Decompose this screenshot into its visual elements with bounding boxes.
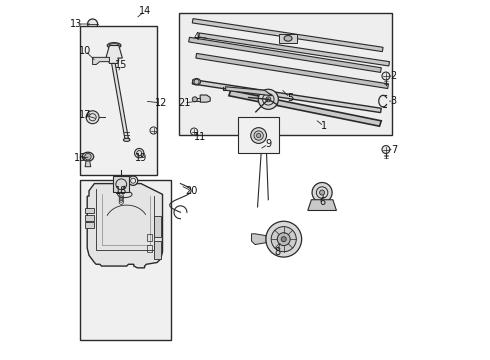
Polygon shape: [196, 53, 389, 89]
Text: 9: 9: [265, 139, 271, 149]
Polygon shape: [192, 19, 383, 51]
Text: 2: 2: [391, 71, 397, 81]
Polygon shape: [106, 45, 122, 63]
Ellipse shape: [82, 152, 94, 161]
Text: 8: 8: [274, 247, 280, 257]
Text: 18: 18: [115, 186, 127, 196]
Text: 21: 21: [178, 98, 190, 108]
Circle shape: [254, 131, 263, 140]
Text: 12: 12: [154, 98, 167, 108]
Bar: [153, 241, 161, 259]
Circle shape: [251, 128, 267, 143]
Polygon shape: [189, 37, 381, 72]
Polygon shape: [200, 95, 210, 102]
Circle shape: [252, 126, 270, 144]
Circle shape: [192, 97, 197, 102]
Circle shape: [135, 148, 144, 158]
Circle shape: [259, 133, 263, 137]
Circle shape: [312, 183, 332, 203]
Text: 3: 3: [391, 96, 397, 106]
Polygon shape: [85, 161, 91, 167]
Circle shape: [281, 237, 286, 242]
Bar: [279, 34, 297, 42]
Text: 20: 20: [185, 186, 197, 196]
Text: 13: 13: [70, 19, 82, 29]
Circle shape: [128, 176, 138, 185]
Text: 14: 14: [139, 6, 151, 17]
Bar: [85, 208, 95, 213]
Polygon shape: [195, 98, 200, 101]
Polygon shape: [112, 63, 128, 139]
Circle shape: [319, 190, 324, 195]
Polygon shape: [308, 200, 337, 211]
Bar: [153, 216, 161, 237]
Ellipse shape: [284, 36, 292, 41]
Circle shape: [271, 226, 296, 252]
Circle shape: [150, 127, 157, 134]
Circle shape: [277, 233, 290, 246]
Text: 15: 15: [115, 60, 127, 70]
Circle shape: [266, 221, 302, 257]
Circle shape: [382, 72, 390, 80]
Circle shape: [256, 134, 261, 138]
Text: 11: 11: [194, 132, 206, 142]
Circle shape: [191, 128, 197, 135]
Text: 4: 4: [194, 32, 199, 41]
Polygon shape: [87, 184, 163, 268]
Circle shape: [86, 111, 99, 124]
Bar: [113, 176, 129, 192]
Polygon shape: [225, 87, 272, 96]
Polygon shape: [179, 13, 392, 135]
Circle shape: [85, 153, 91, 160]
Text: 16: 16: [74, 153, 86, 163]
Polygon shape: [93, 57, 109, 64]
Text: 1: 1: [321, 121, 327, 131]
Bar: [80, 26, 157, 175]
Polygon shape: [256, 142, 267, 153]
Circle shape: [266, 97, 271, 102]
Text: 7: 7: [391, 144, 397, 154]
Ellipse shape: [193, 78, 200, 85]
Circle shape: [382, 145, 390, 153]
Circle shape: [258, 89, 278, 109]
Bar: [238, 117, 279, 153]
Polygon shape: [229, 90, 381, 126]
Bar: [80, 180, 172, 339]
Bar: [147, 244, 152, 252]
Text: 6: 6: [319, 197, 325, 207]
Polygon shape: [251, 234, 266, 244]
Text: 17: 17: [79, 111, 92, 121]
Text: 19: 19: [135, 153, 147, 163]
Text: 10: 10: [79, 46, 92, 56]
Circle shape: [88, 19, 98, 29]
Bar: [85, 215, 95, 221]
Ellipse shape: [107, 42, 121, 48]
Polygon shape: [192, 80, 381, 113]
Bar: [85, 222, 95, 228]
Bar: [147, 234, 152, 241]
Polygon shape: [199, 33, 390, 66]
Text: 5: 5: [287, 93, 293, 103]
Ellipse shape: [123, 138, 130, 141]
